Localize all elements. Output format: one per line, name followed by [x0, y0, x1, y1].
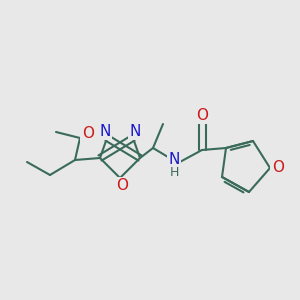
Text: N: N — [168, 152, 180, 166]
Text: O: O — [116, 178, 128, 194]
Text: N: N — [129, 124, 141, 139]
Text: O: O — [82, 127, 94, 142]
Text: O: O — [272, 160, 284, 175]
Text: O: O — [196, 107, 208, 122]
Text: H: H — [169, 167, 179, 179]
Text: N: N — [99, 124, 111, 139]
